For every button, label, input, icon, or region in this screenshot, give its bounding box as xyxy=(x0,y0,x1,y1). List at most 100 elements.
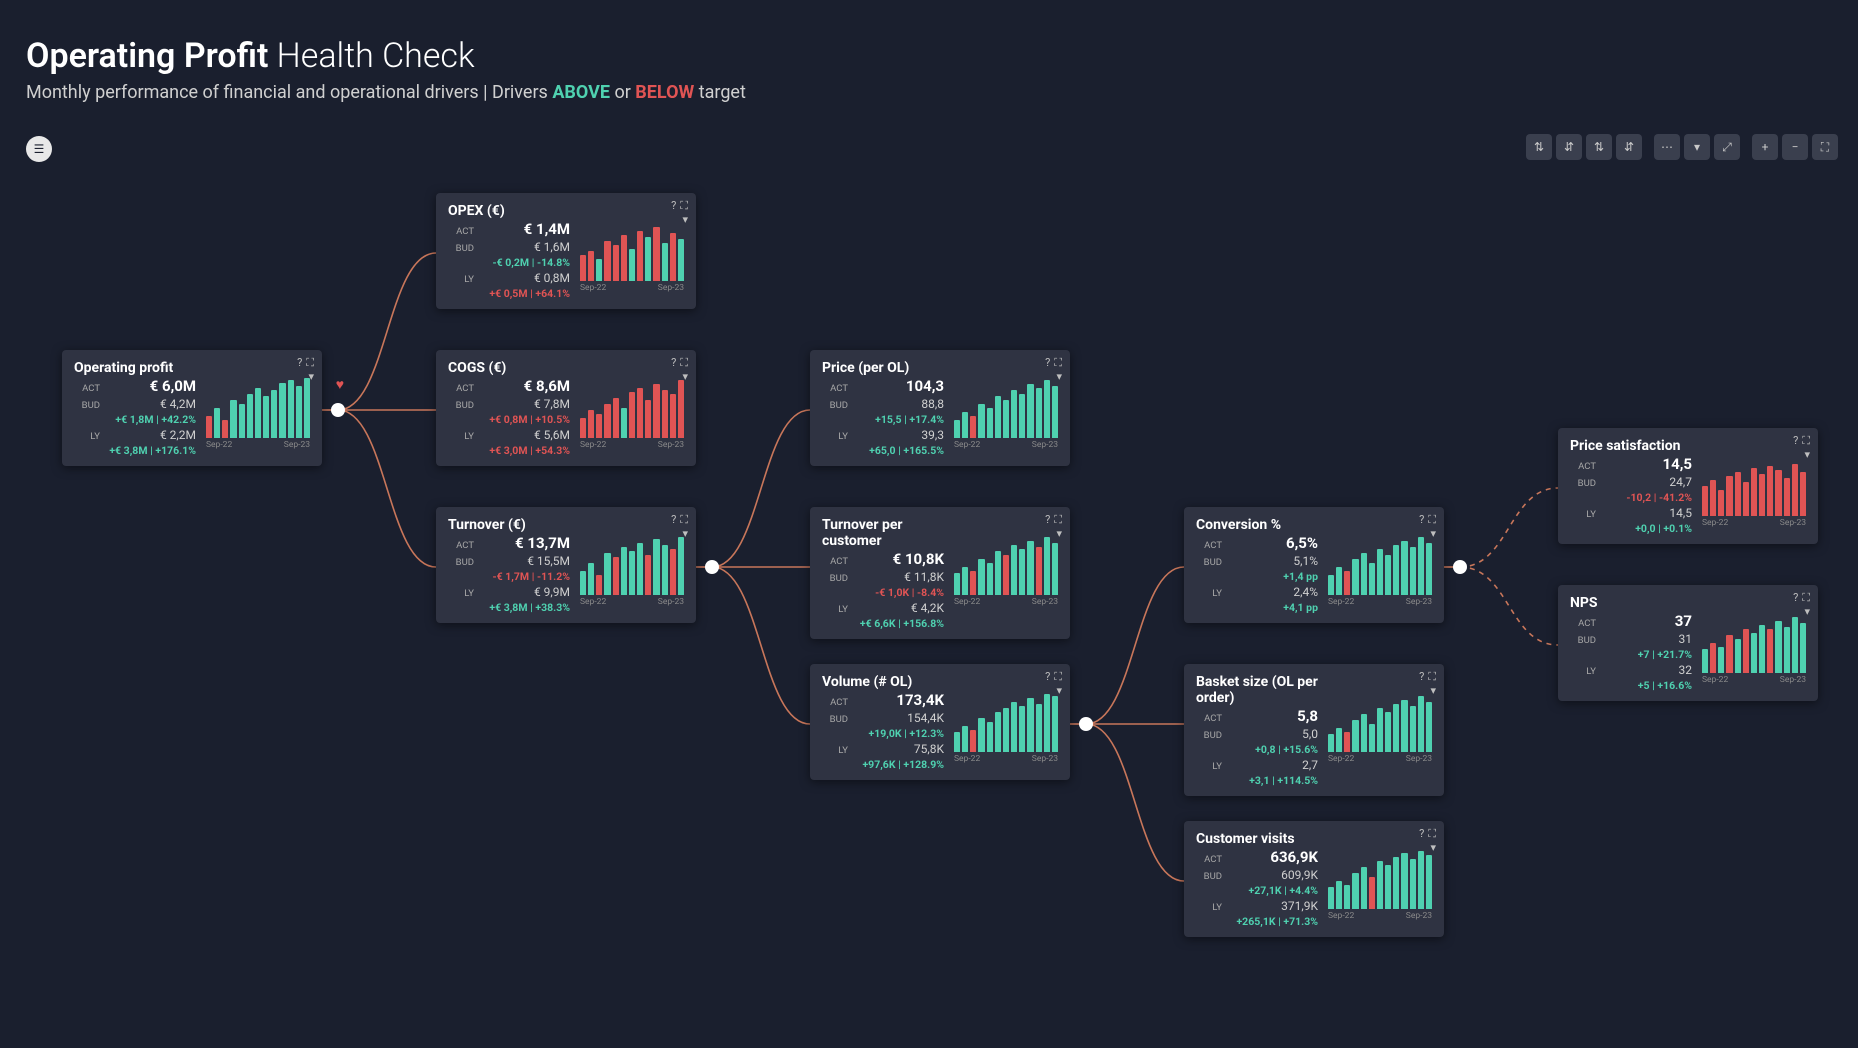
expand-node-icon[interactable]: ⛶ xyxy=(1802,591,1810,605)
help-icon[interactable]: ? xyxy=(1419,827,1424,841)
filter-node-icon[interactable]: ▾ xyxy=(682,527,688,540)
help-icon[interactable]: ? xyxy=(1793,591,1798,605)
node-conversion[interactable]: Conversion %ACT6,5%BUD5,1%+1,4 ppLY2,4%+… xyxy=(1184,507,1444,623)
help-icon[interactable]: ? xyxy=(1045,670,1050,684)
help-icon[interactable]: ? xyxy=(1045,356,1050,370)
node-nps[interactable]: NPSACT37BUD31+7 | +21.7%LY32+5 | +16.6%S… xyxy=(1558,585,1818,701)
sparkline-chart: Sep-22Sep-23 xyxy=(1328,849,1432,923)
help-icon[interactable]: ? xyxy=(1419,513,1424,527)
bar xyxy=(1784,627,1790,673)
node-volume[interactable]: Volume (# OL)ACT173,4KBUD154,4K+19,0K | … xyxy=(810,664,1070,780)
expand-node-icon[interactable]: ⛶ xyxy=(1054,356,1062,370)
filter-node-icon[interactable]: ▾ xyxy=(1430,684,1436,697)
metric-label: BUD xyxy=(1570,635,1596,646)
bar xyxy=(621,547,627,595)
node-turnover_per_cust[interactable]: Turnover per customerACT€ 10,8KBUD€ 11,8… xyxy=(810,507,1070,639)
filter-node-icon[interactable]: ▾ xyxy=(1804,448,1810,461)
metric-value: 2,4% xyxy=(1222,585,1318,599)
fullscreen-icon[interactable]: ⛶ xyxy=(1812,134,1838,160)
node-op_profit[interactable]: Operating profitACT€ 6,0MBUD€ 4,2M+€ 1,8… xyxy=(62,350,322,466)
help-icon[interactable]: ? xyxy=(671,199,676,213)
joint-j1[interactable] xyxy=(331,403,345,417)
metric-label: LY xyxy=(822,604,848,615)
zoom-out-icon[interactable]: − xyxy=(1782,134,1808,160)
expand-icon[interactable]: ⤢ xyxy=(1714,134,1740,160)
expand-node-icon[interactable]: ⛶ xyxy=(1802,434,1810,448)
bar xyxy=(995,712,1001,752)
bar xyxy=(271,390,277,438)
list-icon[interactable]: ⋯ xyxy=(1654,134,1680,160)
expand-node-icon[interactable]: ⛶ xyxy=(1054,670,1062,684)
metric-value: 75,8K xyxy=(848,742,944,756)
metric-label: BUD xyxy=(1196,871,1222,882)
bar xyxy=(1027,698,1033,752)
expand-node-icon[interactable]: ⛶ xyxy=(680,199,688,213)
filter-node-icon[interactable]: ▾ xyxy=(1430,841,1436,854)
bar xyxy=(1792,464,1798,516)
node-title: NPS xyxy=(1570,595,1692,611)
filter-node-icon[interactable]: ▾ xyxy=(1430,527,1436,540)
metric-value: 32 xyxy=(1596,663,1692,677)
heart-icon[interactable]: ♥ xyxy=(336,376,344,393)
bar xyxy=(1410,706,1416,752)
bar xyxy=(1426,543,1432,595)
node-cogs[interactable]: COGS (€)ACT€ 8,6MBUD€ 7,8M+€ 0,8M | +10.… xyxy=(436,350,696,466)
help-icon[interactable]: ? xyxy=(1419,670,1424,684)
bar xyxy=(962,412,968,438)
filter-node-icon[interactable]: ▾ xyxy=(1056,684,1062,697)
metric-delta: +€ 3,8M | +176.1% xyxy=(74,444,196,457)
node-price[interactable]: Price (per OL)ACT104,3BUD88,8+15,5 | +17… xyxy=(810,350,1070,466)
filter-node-icon[interactable]: ▾ xyxy=(1056,370,1062,383)
expand-node-icon[interactable]: ⛶ xyxy=(1054,513,1062,527)
filter-node-icon[interactable]: ▾ xyxy=(1056,527,1062,540)
sort-asc-icon[interactable]: ⇅ xyxy=(1526,134,1552,160)
bar xyxy=(580,418,586,438)
joint-j2[interactable] xyxy=(705,560,719,574)
metric-delta: +€ 0,5M | +64.1% xyxy=(448,287,570,300)
metric-value: 14,5 xyxy=(1596,506,1692,520)
bar xyxy=(1726,635,1732,673)
bar xyxy=(288,380,294,438)
expand-node-icon[interactable]: ⛶ xyxy=(1428,670,1436,684)
filter-node-icon[interactable]: ▾ xyxy=(682,370,688,383)
bar xyxy=(970,416,976,438)
sort-alt2-icon[interactable]: ⇵ xyxy=(1616,134,1642,160)
filter-node-icon[interactable]: ▾ xyxy=(682,213,688,226)
menu-button[interactable]: ☰ xyxy=(26,136,52,162)
bar xyxy=(596,414,602,438)
metric-delta: +97,6K | +128.9% xyxy=(822,758,944,771)
sort-desc-icon[interactable]: ⇵ xyxy=(1556,134,1582,160)
bar xyxy=(613,398,619,438)
bar xyxy=(1369,724,1375,752)
expand-node-icon[interactable]: ⛶ xyxy=(680,356,688,370)
bar xyxy=(1410,547,1416,595)
filter-node-icon[interactable]: ▾ xyxy=(308,370,314,383)
metric-value: 39,3 xyxy=(848,428,944,442)
node-basket[interactable]: Basket size (OL per order)ACT5,8BUD5,0+0… xyxy=(1184,664,1444,796)
node-visits[interactable]: Customer visitsACT636,9KBUD609,9K+27,1K … xyxy=(1184,821,1444,937)
edge xyxy=(1086,567,1184,724)
expand-node-icon[interactable]: ⛶ xyxy=(306,356,314,370)
expand-node-icon[interactable]: ⛶ xyxy=(1428,827,1436,841)
bar xyxy=(1344,885,1350,909)
help-icon[interactable]: ? xyxy=(297,356,302,370)
node-price_sat[interactable]: Price satisfactionACT14,5BUD24,7-10,2 | … xyxy=(1558,428,1818,544)
filter-icon[interactable]: ▾ xyxy=(1684,134,1710,160)
filter-node-icon[interactable]: ▾ xyxy=(1804,605,1810,618)
page-header: Operating Profit Health Check Monthly pe… xyxy=(26,36,746,103)
help-icon[interactable]: ? xyxy=(671,513,676,527)
joint-j4[interactable] xyxy=(1453,560,1467,574)
help-icon[interactable]: ? xyxy=(1045,513,1050,527)
zoom-in-icon[interactable]: + xyxy=(1752,134,1778,160)
help-icon[interactable]: ? xyxy=(1793,434,1798,448)
sort-alt1-icon[interactable]: ⇅ xyxy=(1586,134,1612,160)
bar xyxy=(1759,625,1765,673)
joint-j3[interactable] xyxy=(1079,717,1093,731)
help-icon[interactable]: ? xyxy=(671,356,676,370)
node-turnover[interactable]: Turnover (€)ACT€ 13,7MBUD€ 15,5M-€ 1,7M … xyxy=(436,507,696,623)
expand-node-icon[interactable]: ⛶ xyxy=(1428,513,1436,527)
expand-node-icon[interactable]: ⛶ xyxy=(680,513,688,527)
bar xyxy=(1011,545,1017,595)
node-opex[interactable]: OPEX (€)ACT€ 1,4MBUD€ 1,6M-€ 0,2M | -14.… xyxy=(436,193,696,309)
bar xyxy=(1775,470,1781,516)
